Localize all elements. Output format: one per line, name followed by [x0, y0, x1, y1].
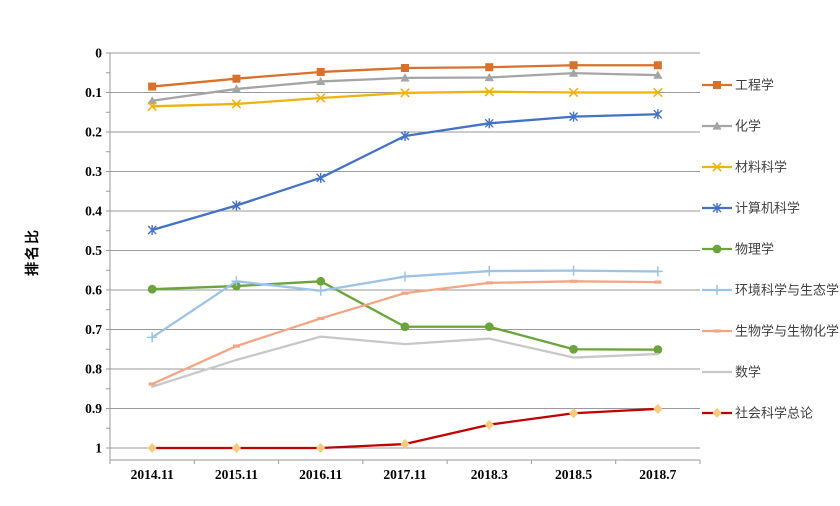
x-axis-tick-labels: 2014.11 2015.11 2016.11 2017.11 2018.3 2018.5…: [131, 467, 677, 482]
y-tick-label: 0.6: [85, 283, 102, 298]
legend-label: 计算机科学: [735, 201, 800, 216]
x-tick-label: 2016.11: [299, 467, 342, 482]
y-tick-label: 0.7: [85, 322, 102, 337]
y-tick-label: 0.8: [85, 362, 102, 377]
legend-label: 环境科学与生态学: [735, 283, 839, 298]
legend-label: 化学: [735, 119, 761, 134]
legend-item: 环境科学与生态学: [702, 283, 839, 298]
legend-label: 生物学与生物化学: [735, 324, 839, 339]
legend-label: 数学: [735, 365, 761, 380]
x-tick-label: 2018.5: [555, 467, 592, 482]
legend-item: 生物学与生物化学: [702, 324, 839, 339]
y-tick-label: 0.3: [85, 164, 102, 179]
legend-label: 物理学: [735, 242, 774, 257]
x-tick-label: 2015.11: [215, 467, 258, 482]
legend-item: 物理学: [702, 242, 774, 257]
y-tick-label: 1: [95, 441, 102, 456]
axes: [106, 52, 701, 464]
legend-label: 材料科学: [735, 160, 787, 175]
x-tick-label: 2018.3: [471, 467, 508, 482]
legend-item: 计算机科学: [702, 201, 800, 216]
series-line: [147, 265, 663, 343]
x-tick-label: 2017.11: [383, 467, 426, 482]
series-line: [148, 61, 662, 91]
legend-item: 材料科学: [702, 160, 787, 175]
series-line: [147, 109, 663, 235]
y-tick-label: 0.1: [85, 85, 102, 100]
x-tick-label: 2018.7: [639, 467, 676, 482]
y-tick-label: 0.9: [85, 401, 102, 416]
series-line: [148, 279, 662, 386]
y-tick-label: 0.2: [85, 125, 102, 140]
legend-item: 社会科学总论: [702, 406, 813, 421]
series-line: [147, 86, 663, 112]
legend-label: 社会科学总论: [735, 406, 813, 421]
y-tick-label: 0.4: [85, 204, 102, 219]
x-tick-label: 2014.11: [131, 467, 174, 482]
gridlines: [110, 52, 700, 449]
y-tick-label: 0: [95, 46, 102, 61]
y-axis-tick-labels: 0 0.1 0.2 0.3 0.4 0.5 0.6 0.7 0.8 0.9 1: [85, 46, 102, 456]
legend-item: 化学: [702, 119, 761, 134]
legend-item: 数学: [702, 365, 761, 380]
legend: 工程学化学材料科学计算机科学物理学环境科学与生态学生物学与生物化学数学社会科学总…: [702, 78, 839, 421]
series-line: [147, 403, 663, 453]
series-line: [147, 68, 663, 105]
y-tick-label: 0.5: [85, 243, 102, 258]
legend-label: 工程学: [735, 78, 774, 93]
y-axis-title: 排名比: [24, 228, 40, 276]
series-line: [150, 335, 660, 388]
legend-item: 工程学: [702, 78, 774, 93]
